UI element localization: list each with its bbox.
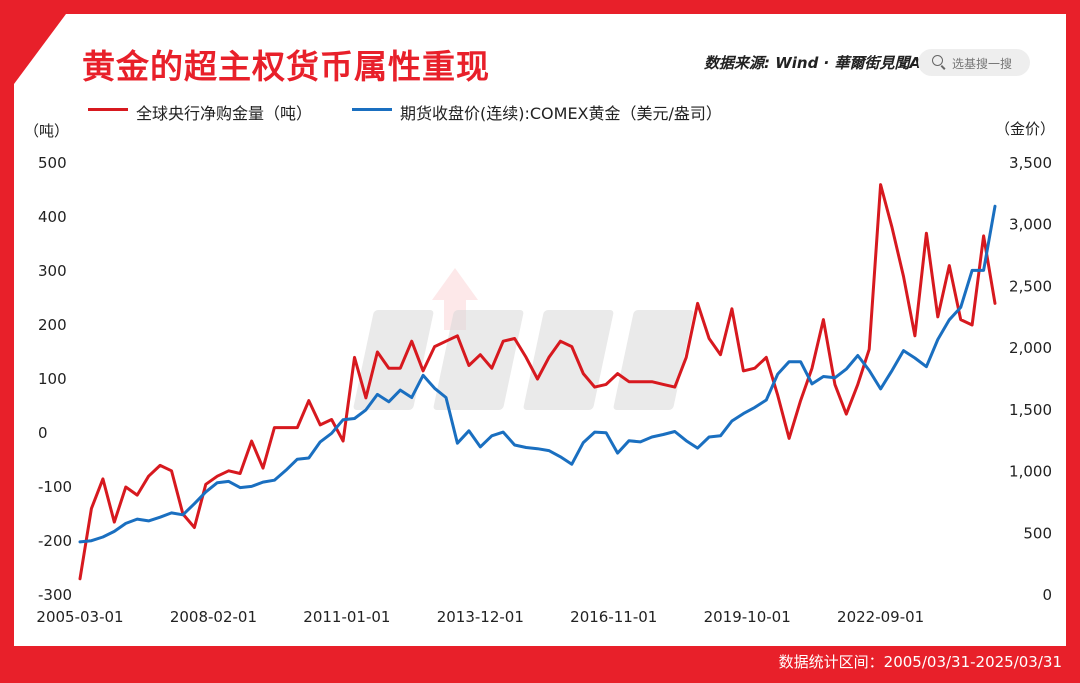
x-tick-label: 2008-02-01	[170, 608, 257, 626]
x-tick-label: 2005-03-01	[36, 608, 123, 626]
left-tick-label: 400	[38, 208, 67, 226]
corner-accent	[14, 14, 66, 84]
left-axis-unit: （吨）	[24, 122, 70, 140]
right-tick-label: 3,000	[1009, 216, 1052, 234]
right-tick-label: 2,500	[1009, 277, 1052, 295]
x-tick-label: 2019-10-01	[704, 608, 791, 626]
page-title: 黄金的超主权货币属性重现	[82, 47, 490, 86]
legend-swatch-comex-gold	[352, 108, 392, 111]
central-bank-net-purchase-line	[78, 183, 997, 581]
stats-range: 数据统计区间：2005/03/31-2025/03/31	[778, 653, 1062, 671]
left-tick-label: -200	[38, 532, 72, 550]
right-axis-unit: （金价）	[995, 120, 1056, 138]
x-tick-label: 2011-01-01	[303, 608, 390, 626]
right-tick-label: 500	[1023, 524, 1052, 542]
comex-gold-price-line	[78, 204, 997, 544]
data-source: 数据来源: Wind · 華爾街見聞App	[704, 54, 943, 72]
x-tick-label: 2016-11-01	[570, 608, 657, 626]
right-tick-label: 0	[1042, 586, 1052, 604]
x-tick-label: 2013-12-01	[437, 608, 524, 626]
legend-swatch-central-bank	[88, 108, 128, 111]
right-tick-label: 1,500	[1009, 401, 1052, 419]
left-tick-label: -100	[38, 478, 72, 496]
legend-central-bank: 全球央行净购金量（吨）	[136, 104, 313, 123]
legend-comex-gold: 期货收盘价(连续):COMEX黄金（美元/盎司）	[400, 104, 722, 123]
left-tick-label: 100	[38, 370, 67, 388]
right-tick-label: 1,000	[1009, 463, 1052, 481]
left-tick-label: 0	[38, 424, 48, 442]
right-tick-label: 2,000	[1009, 339, 1052, 357]
right-tick-label: 3,500	[1009, 154, 1052, 172]
watermark-logo	[353, 268, 694, 410]
left-tick-label: 300	[38, 262, 67, 280]
search-placeholder: 选基搜一搜	[952, 57, 1013, 71]
left-tick-label: -300	[38, 586, 72, 604]
x-tick-label: 2022-09-01	[837, 608, 924, 626]
fund-search-input[interactable]: 选基搜一搜	[918, 49, 1030, 76]
search-icon	[932, 55, 943, 66]
left-tick-label: 500	[38, 154, 67, 172]
left-tick-label: 200	[38, 316, 67, 334]
